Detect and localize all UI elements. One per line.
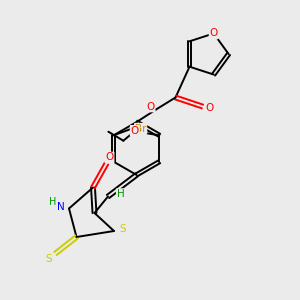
Text: Br: Br bbox=[135, 124, 146, 134]
Text: O: O bbox=[105, 152, 114, 163]
Text: O: O bbox=[209, 28, 218, 38]
Text: S: S bbox=[119, 224, 126, 234]
Text: H: H bbox=[49, 197, 56, 207]
Text: O: O bbox=[130, 126, 139, 136]
Text: H: H bbox=[117, 189, 124, 199]
Text: O: O bbox=[205, 103, 213, 113]
Text: N: N bbox=[57, 202, 64, 212]
Text: O: O bbox=[146, 101, 155, 112]
Text: S: S bbox=[46, 254, 52, 264]
